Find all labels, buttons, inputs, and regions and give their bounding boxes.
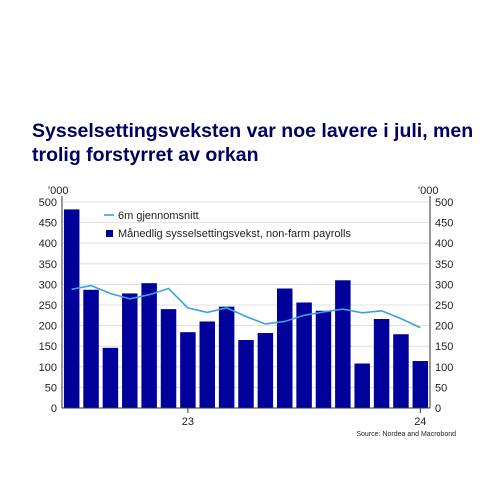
bar bbox=[63, 209, 80, 408]
bar bbox=[199, 321, 216, 408]
bar bbox=[412, 361, 429, 408]
chart-title: Sysselsettingsveksten var noe lavere i j… bbox=[32, 120, 474, 166]
y-tick-label-left: 500 bbox=[39, 197, 57, 209]
y-tick-label-left: 200 bbox=[39, 321, 57, 333]
bar-series bbox=[63, 209, 429, 408]
bar bbox=[122, 293, 138, 408]
y-tick-label-left: 150 bbox=[39, 341, 57, 353]
bar bbox=[238, 340, 254, 408]
bar bbox=[276, 288, 293, 408]
bar bbox=[83, 289, 99, 408]
y-tick-label-right: 400 bbox=[435, 238, 453, 250]
y-tick-label-left: 300 bbox=[39, 279, 57, 291]
x-tick-label: 24 bbox=[414, 416, 426, 428]
y-tick-label-left: 100 bbox=[39, 362, 57, 374]
y-tick-label-right: 0 bbox=[435, 403, 441, 415]
legend-bar-swatch bbox=[106, 230, 113, 237]
y-tick-label-right: 200 bbox=[435, 321, 453, 333]
axes: 0 0 50 50 100 100 150 150 200 200 250 250 300 300 350 3… bbox=[39, 196, 453, 428]
y-tick-label-right: 350 bbox=[435, 259, 453, 271]
bar bbox=[180, 332, 196, 408]
bar bbox=[160, 309, 177, 408]
x-tick-label: 23 bbox=[182, 416, 194, 428]
legend-label-6m: 6m gjennomsnitt bbox=[118, 210, 199, 222]
bar bbox=[354, 363, 370, 408]
bar bbox=[315, 310, 332, 408]
y-tick-label-right: 50 bbox=[435, 382, 447, 394]
bar bbox=[102, 347, 119, 408]
legend: 6m gjennomsnitt Månedlig sysselsettingsv… bbox=[104, 210, 351, 240]
bar bbox=[141, 283, 157, 408]
left-axis-unit: '000 bbox=[48, 185, 68, 197]
y-tick-label-left: 50 bbox=[45, 382, 57, 394]
bar bbox=[373, 319, 390, 408]
legend-label-bars: Månedlig sysselsettingsvekst, non-farm p… bbox=[118, 228, 351, 240]
y-tick-label-right: 100 bbox=[435, 362, 453, 374]
y-tick-label-left: 0 bbox=[51, 403, 57, 415]
right-axis-unit: '000 bbox=[418, 185, 438, 197]
line-series-6m-average bbox=[71, 284, 421, 329]
bar bbox=[218, 306, 235, 408]
y-tick-label-right: 500 bbox=[435, 197, 453, 209]
y-tick-label-right: 450 bbox=[435, 218, 453, 230]
bar bbox=[335, 280, 351, 408]
y-tick-label-left: 450 bbox=[39, 218, 57, 230]
y-tick-label-left: 350 bbox=[39, 259, 57, 271]
y-tick-label-left: 250 bbox=[39, 300, 57, 312]
y-tick-label-right: 150 bbox=[435, 341, 453, 353]
bar bbox=[393, 334, 409, 408]
source-note: Source: Nordea and Macrobond bbox=[356, 431, 456, 438]
y-tick-label-right: 250 bbox=[435, 300, 453, 312]
bar bbox=[296, 302, 312, 408]
y-tick-label-left: 400 bbox=[39, 238, 57, 250]
bar bbox=[257, 333, 274, 408]
y-tick-label-right: 300 bbox=[435, 279, 453, 291]
